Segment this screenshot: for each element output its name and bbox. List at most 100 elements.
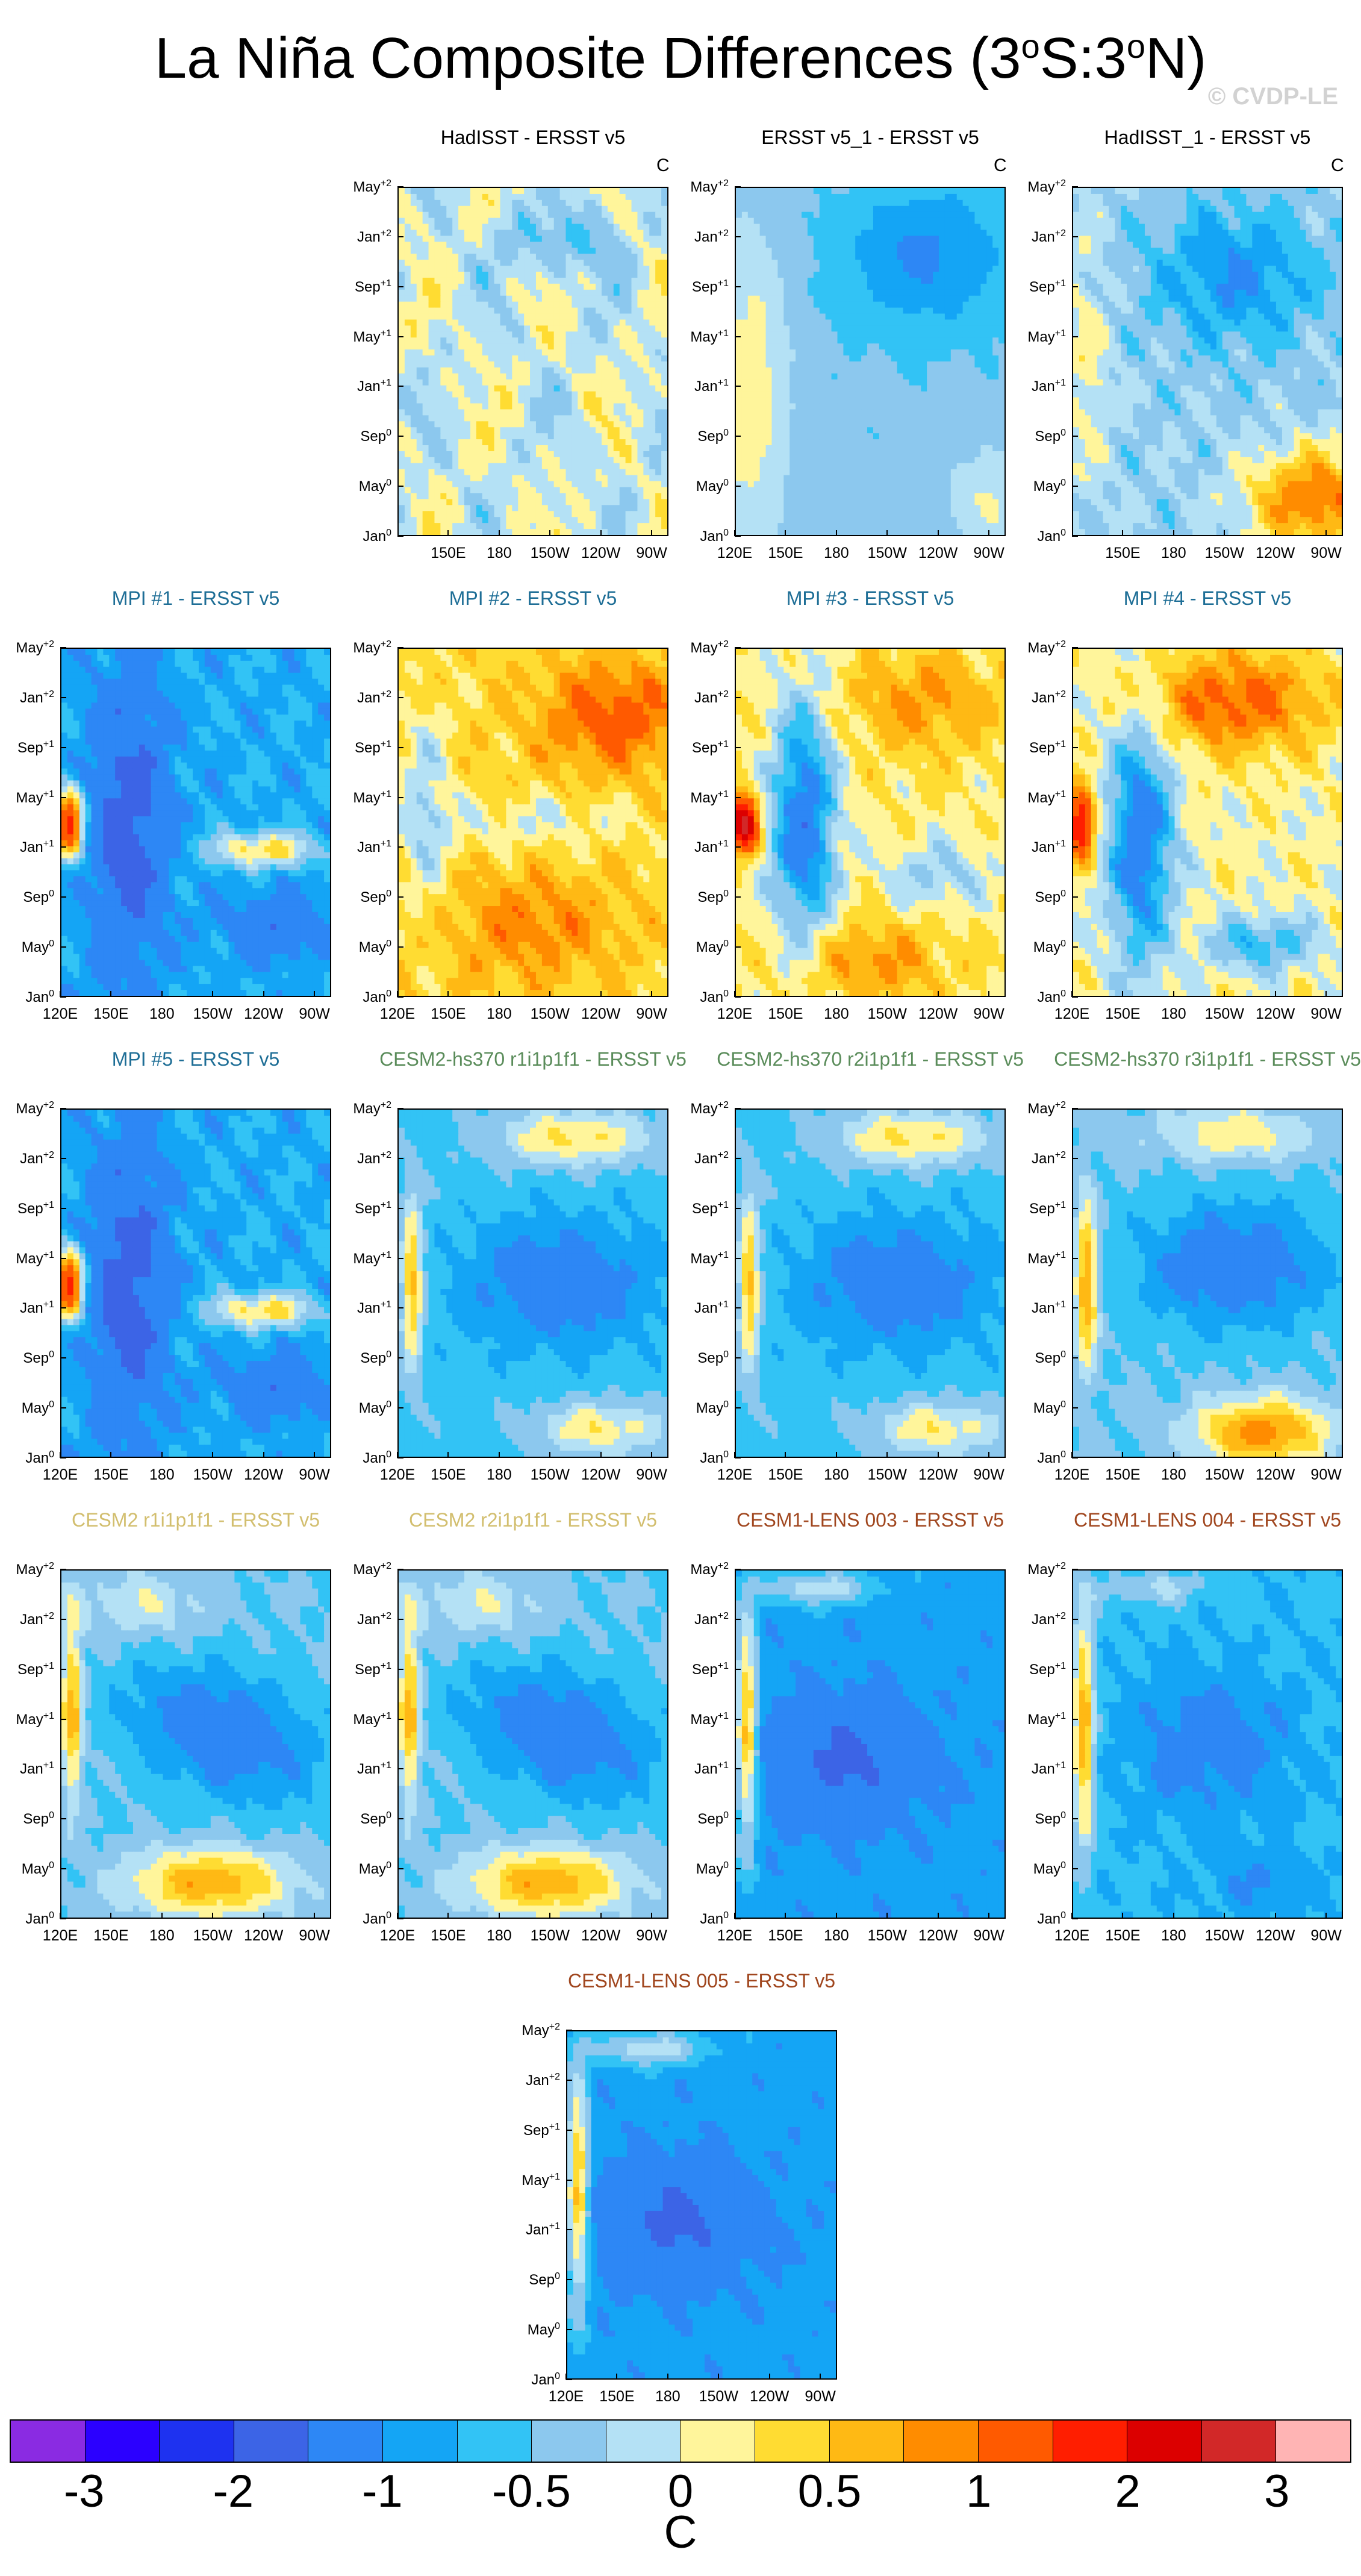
heatmap-cell	[619, 367, 626, 374]
heatmap-cell	[861, 266, 868, 272]
heatmap-cell	[535, 199, 543, 207]
heatmap-cell	[559, 385, 567, 392]
heatmap-cell	[938, 349, 945, 356]
heatmap-cell	[933, 217, 939, 225]
heatmap-cell	[518, 283, 525, 290]
heatmap-cell	[802, 295, 808, 302]
heatmap-cell	[855, 295, 862, 302]
heatmap-cell	[578, 421, 584, 428]
heatmap-cell	[879, 224, 886, 231]
heatmap-cell	[559, 254, 567, 260]
heatmap-cell	[998, 379, 1004, 386]
heatmap-cell	[855, 331, 862, 338]
heatmap-cell	[802, 199, 808, 207]
heatmap-cell	[500, 367, 506, 374]
heatmap-cell	[879, 283, 886, 290]
heatmap-cell	[446, 523, 453, 530]
heatmap-cell	[759, 499, 767, 505]
heatmap-cell	[494, 205, 501, 213]
heatmap-cell	[488, 217, 495, 225]
heatmap-cell	[494, 421, 501, 428]
heatmap-cell	[422, 248, 429, 254]
heatmap-cell	[649, 397, 656, 404]
heatmap-cell	[619, 421, 626, 428]
heatmap-cell	[796, 337, 802, 344]
heatmap-cell	[927, 211, 933, 219]
heatmap-cell	[921, 481, 927, 488]
heatmap-cell	[541, 295, 549, 302]
heatmap-cell	[530, 391, 537, 398]
heatmap-cell	[476, 331, 483, 338]
heatmap-cell	[897, 277, 904, 284]
heatmap-cell	[428, 230, 435, 237]
heatmap-cell	[578, 248, 584, 254]
heatmap-cell	[440, 523, 447, 530]
heatmap-cell	[849, 272, 856, 278]
heatmap-cell	[410, 277, 417, 284]
heatmap-cell	[765, 295, 773, 302]
heatmap-cell	[771, 439, 778, 446]
heatmap-cell	[950, 205, 958, 213]
heatmap-cell	[802, 379, 808, 386]
heatmap-cell	[601, 367, 608, 374]
heatmap-cell	[741, 193, 749, 201]
heatmap-cell	[458, 367, 465, 374]
heatmap-cell	[404, 517, 411, 524]
heatmap-cell	[661, 217, 667, 225]
heatmap-cell	[980, 313, 987, 320]
heatmap-cell	[553, 313, 561, 320]
heatmap-cell	[404, 325, 411, 332]
heatmap-cell	[986, 457, 993, 464]
heatmap-cell	[619, 523, 626, 530]
heatmap-cell	[962, 230, 970, 237]
heatmap-cell	[891, 385, 898, 392]
heatmap-cell	[909, 289, 915, 296]
heatmap-cell	[986, 254, 993, 260]
heatmap-cell	[547, 433, 555, 440]
heatmap-cell	[458, 481, 465, 488]
heatmap-cell	[661, 211, 667, 219]
heatmap-cell	[950, 217, 958, 225]
heatmap-cell	[950, 367, 958, 374]
heatmap-cell	[861, 481, 868, 488]
heatmap-cell	[927, 415, 933, 422]
heatmap-cell	[613, 367, 620, 374]
heatmap-cell	[796, 433, 802, 440]
heatmap-cell	[512, 343, 519, 350]
heatmap-cell	[909, 205, 915, 213]
heatmap-cell	[950, 325, 958, 332]
heatmap-cell	[571, 295, 578, 302]
heatmap-cell	[747, 493, 755, 500]
heatmap-cell	[998, 445, 1004, 452]
heatmap-cell	[759, 254, 767, 260]
heatmap-cell	[631, 236, 638, 242]
heatmap-cell	[753, 331, 761, 338]
heatmap-cell	[783, 289, 790, 296]
heatmap-cell	[765, 427, 773, 434]
heatmap-cell	[541, 188, 549, 195]
heatmap-cell	[867, 355, 874, 362]
heatmap-cell	[422, 266, 429, 272]
heatmap-cell	[613, 277, 620, 284]
heatmap-cell	[416, 224, 423, 231]
heatmap-cell	[807, 391, 814, 398]
heatmap-cell	[867, 445, 874, 452]
heatmap-cell	[831, 313, 838, 320]
heatmap-cell	[741, 224, 749, 231]
heatmap-cell	[470, 266, 477, 272]
heatmap-cell	[968, 487, 976, 494]
heatmap-cell	[998, 260, 1004, 266]
heatmap-cell	[530, 415, 537, 422]
heatmap-cell	[903, 421, 910, 428]
heatmap-cell	[584, 475, 590, 482]
heatmap-cell	[950, 397, 958, 404]
heatmap-cell	[440, 481, 447, 488]
heatmap-cell	[571, 523, 578, 530]
heatmap-cell	[759, 439, 767, 446]
heatmap-cell	[596, 266, 602, 272]
heatmap-cell	[998, 331, 1004, 338]
heatmap-cell	[741, 379, 749, 386]
heatmap-cell	[873, 451, 880, 458]
heatmap-cell	[571, 421, 578, 428]
heatmap-cell	[783, 331, 790, 338]
